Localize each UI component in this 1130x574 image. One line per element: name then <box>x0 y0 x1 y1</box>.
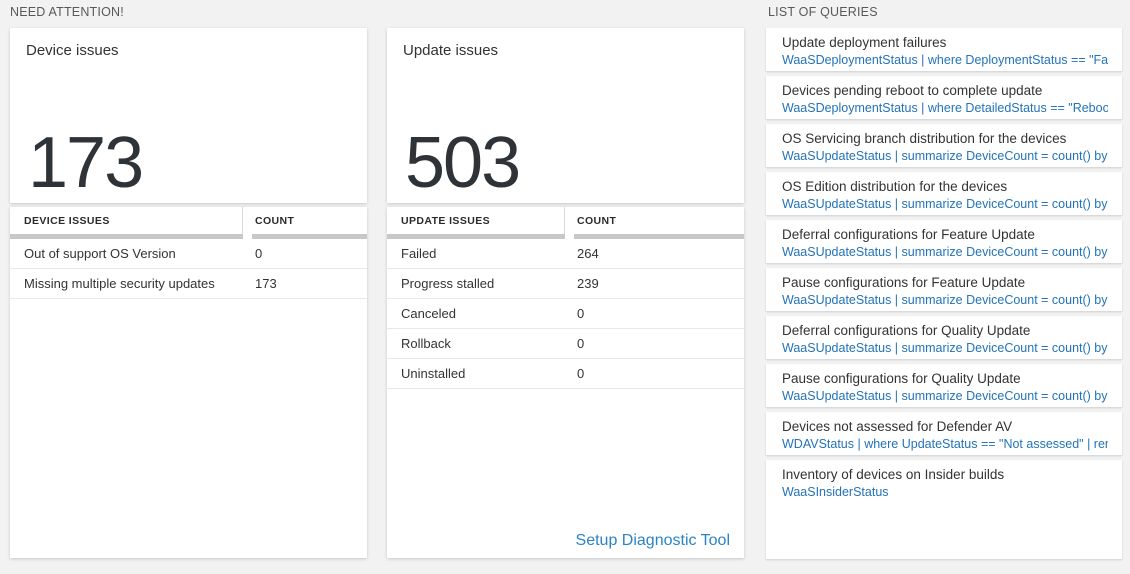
query-list-item[interactable]: Pause configurations for Feature Update … <box>766 268 1122 311</box>
section-label-list-of-queries: LIST OF QUERIES <box>768 5 878 19</box>
row-count: 0 <box>577 366 585 381</box>
query-text: WaaSUpdateStatus | summarize DeviceCount… <box>782 293 1108 307</box>
query-text: WaaSUpdateStatus | summarize DeviceCount… <box>782 341 1108 355</box>
update-issues-table-tile: UPDATE ISSUES COUNT Failed 264 Progress … <box>387 207 744 558</box>
query-list-item[interactable]: Devices not assessed for Defender AV WDA… <box>766 412 1122 455</box>
query-title: Devices not assessed for Defender AV <box>782 419 1013 434</box>
query-text: WaaSUpdateStatus | summarize DeviceCount… <box>782 149 1108 163</box>
update-issues-table-header: UPDATE ISSUES COUNT <box>387 207 744 234</box>
update-issues-tile[interactable]: Update issues 503 <box>387 28 744 203</box>
device-issues-column-header: DEVICE ISSUES <box>10 207 243 234</box>
query-title: Update deployment failures <box>782 35 947 50</box>
query-text: WaaSUpdateStatus | summarize DeviceCount… <box>782 245 1108 259</box>
update-issues-count: 503 <box>405 123 521 203</box>
device-issues-count: 173 <box>28 123 144 203</box>
table-row[interactable]: Rollback 0 <box>387 329 744 359</box>
query-title: OS Servicing branch distribution for the… <box>782 131 1067 146</box>
row-label: Canceled <box>401 306 456 321</box>
row-label: Rollback <box>401 336 451 351</box>
row-count: 0 <box>577 336 585 351</box>
query-text: WDAVStatus | where UpdateStatus == "Not … <box>782 437 1108 451</box>
device-issues-title: Device issues <box>26 42 119 59</box>
query-list-item[interactable]: Inventory of devices on Insider builds W… <box>766 460 1122 559</box>
query-text: WaaSUpdateStatus | summarize DeviceCount… <box>782 197 1108 211</box>
query-text: WaaSDeploymentStatus | where DetailedSta… <box>782 101 1108 115</box>
section-label-need-attention: NEED ATTENTION! <box>10 5 124 19</box>
query-list-item[interactable]: Deferral configurations for Quality Upda… <box>766 316 1122 359</box>
header-separator-bar <box>10 234 367 239</box>
row-label: Missing multiple security updates <box>24 276 215 291</box>
update-count-column-header: COUNT <box>577 214 617 227</box>
queries-panel: Update deployment failures WaaSDeploymen… <box>766 28 1122 559</box>
table-row[interactable]: Missing multiple security updates 173 <box>10 269 367 299</box>
table-row[interactable]: Progress stalled 239 <box>387 269 744 299</box>
query-title: Devices pending reboot to complete updat… <box>782 83 1043 98</box>
update-issues-title: Update issues <box>403 42 499 59</box>
header-separator-bar <box>387 234 744 239</box>
row-label: Out of support OS Version <box>24 246 176 261</box>
table-row[interactable]: Failed 264 <box>387 239 744 269</box>
query-list-item[interactable]: Pause configurations for Quality Update … <box>766 364 1122 407</box>
query-text: WaaSInsiderStatus <box>782 485 889 499</box>
row-count: 0 <box>577 306 585 321</box>
query-text: WaaSUpdateStatus | summarize DeviceCount… <box>782 389 1108 403</box>
row-label: Progress stalled <box>401 276 495 291</box>
query-title: OS Edition distribution for the devices <box>782 179 1008 194</box>
table-row[interactable]: Out of support OS Version 0 <box>10 239 367 269</box>
update-issues-column-header: UPDATE ISSUES <box>387 207 565 234</box>
row-count: 239 <box>577 276 599 291</box>
setup-diagnostic-tool-link[interactable]: Setup Diagnostic Tool <box>575 532 730 549</box>
query-list-item[interactable]: Deferral configurations for Feature Upda… <box>766 220 1122 263</box>
device-issues-table-tile: DEVICE ISSUES COUNT Out of support OS Ve… <box>10 207 367 558</box>
row-count: 264 <box>577 246 599 261</box>
table-row[interactable]: Canceled 0 <box>387 299 744 329</box>
query-title: Inventory of devices on Insider builds <box>782 467 1005 482</box>
table-row[interactable]: Uninstalled 0 <box>387 359 744 389</box>
query-text: WaaSDeploymentStatus | where DeploymentS… <box>782 53 1108 67</box>
query-title: Pause configurations for Quality Update <box>782 371 1021 386</box>
query-title: Deferral configurations for Quality Upda… <box>782 323 1031 338</box>
row-count: 173 <box>255 276 277 291</box>
query-title: Deferral configurations for Feature Upda… <box>782 227 1035 242</box>
device-issues-tile[interactable]: Device issues 173 <box>10 28 367 203</box>
query-list-item[interactable]: OS Servicing branch distribution for the… <box>766 124 1122 167</box>
row-label: Failed <box>401 246 437 261</box>
device-issues-table-header: DEVICE ISSUES COUNT <box>10 207 367 234</box>
device-count-column-header: COUNT <box>255 214 295 227</box>
query-list-item[interactable]: OS Edition distribution for the devices … <box>766 172 1122 215</box>
row-label: Uninstalled <box>401 366 466 381</box>
query-title: Pause configurations for Feature Update <box>782 275 1026 290</box>
row-count: 0 <box>255 246 263 261</box>
query-list-item[interactable]: Devices pending reboot to complete updat… <box>766 76 1122 119</box>
query-list-item[interactable]: Update deployment failures WaaSDeploymen… <box>766 28 1122 71</box>
